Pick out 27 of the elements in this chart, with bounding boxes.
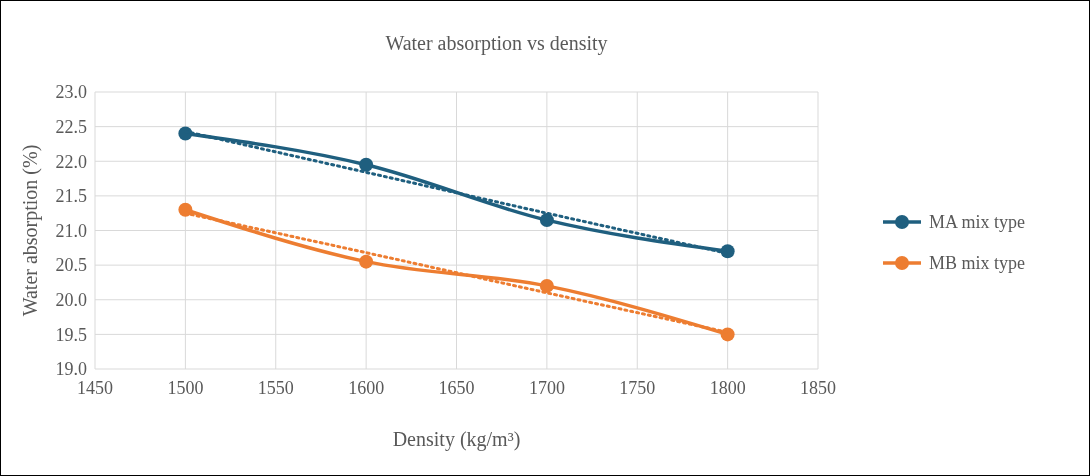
y-tick-label: 22.5 (55, 116, 87, 137)
legend-label: MA mix type (929, 212, 1026, 233)
chart-title: Water absorption vs density (385, 32, 608, 55)
y-tick-label: 19.5 (55, 324, 87, 345)
y-tick-label: 21.5 (55, 186, 87, 207)
point (359, 254, 374, 269)
x-tick-label: 1700 (528, 378, 565, 398)
point (539, 213, 554, 228)
y-tick-label: 22.0 (55, 151, 87, 172)
x-axis-title: Density (kg/m³) (392, 428, 521, 451)
y-tick-label: 21.0 (55, 220, 87, 241)
x-tick-label: 1450 (77, 378, 113, 398)
y-tick-label: 20.5 (55, 255, 87, 276)
point (539, 278, 554, 293)
y-axis-title: Water absorption (%) (19, 144, 42, 317)
y-tick-label: 20.0 (55, 290, 87, 311)
point (359, 157, 374, 172)
x-tick-label: 1800 (709, 378, 746, 398)
y-tick-label: 23.0 (55, 82, 87, 103)
x-tick-label: 1500 (167, 378, 204, 398)
x-tick-label: 1550 (257, 378, 294, 398)
x-tick-label: 1650 (438, 378, 475, 398)
x-tick-label: 1750 (619, 378, 656, 398)
x-tick-label: 1600 (348, 378, 385, 398)
y-tick-label: 19.0 (55, 359, 87, 380)
legend-label: MB mix type (929, 253, 1026, 274)
x-tick-label: 1850 (800, 378, 836, 398)
